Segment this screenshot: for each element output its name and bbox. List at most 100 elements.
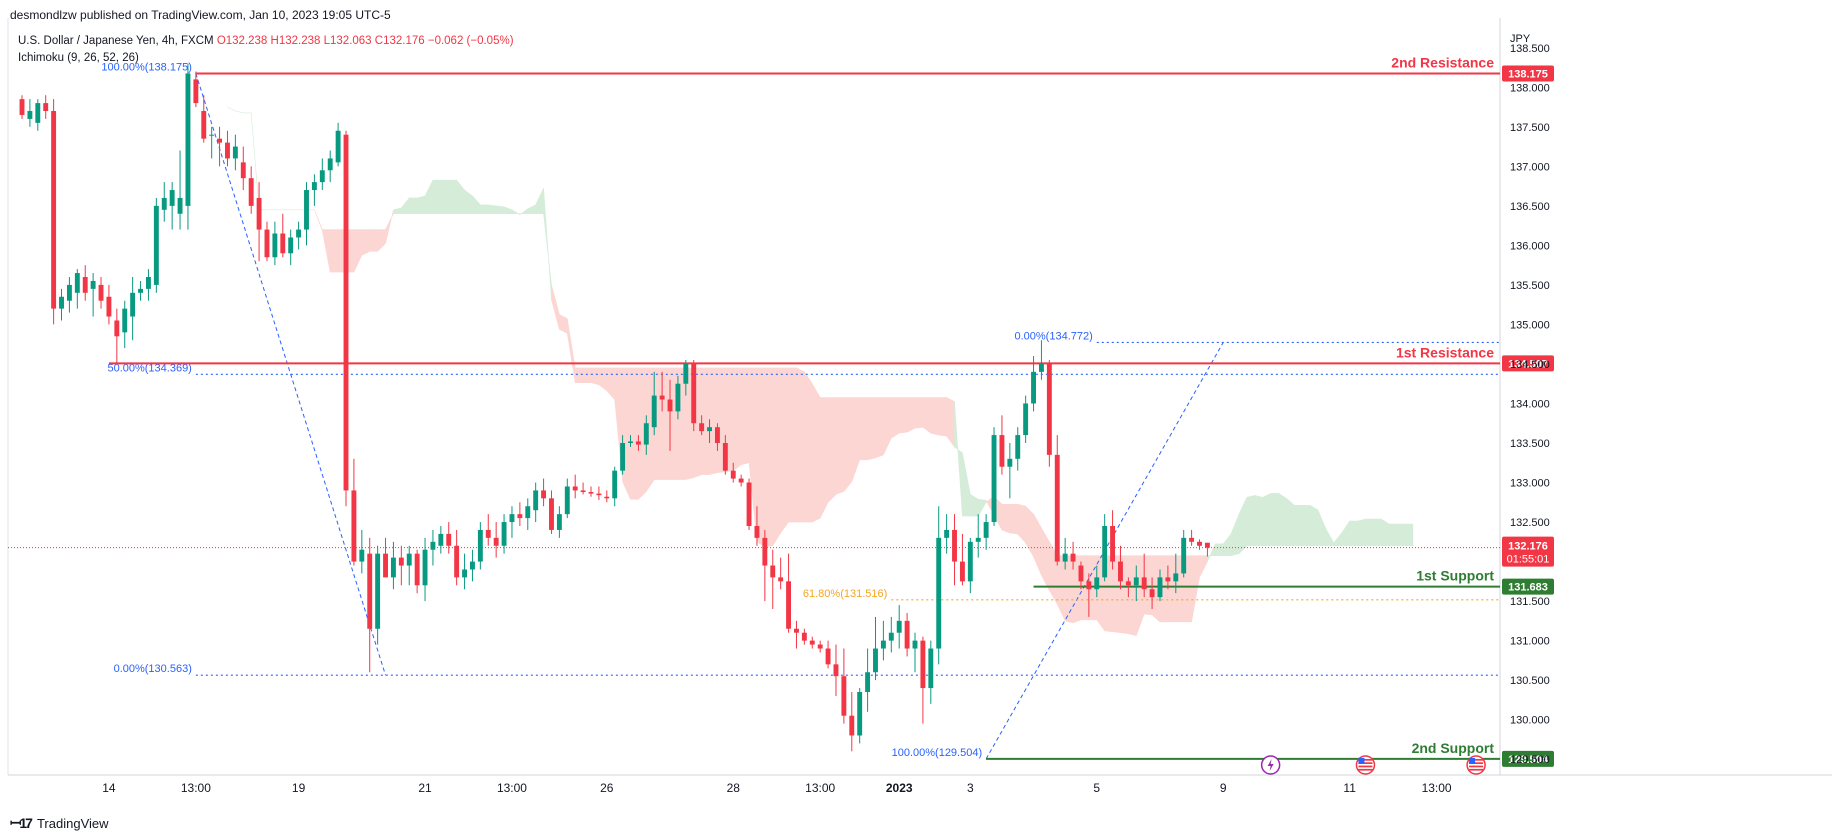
x-tick-label: 26	[600, 781, 614, 795]
candle-body	[517, 514, 523, 519]
cloud-segment	[1041, 526, 1050, 591]
bolt	[1267, 759, 1274, 771]
candle-body	[1007, 458, 1013, 467]
cloud-segment	[227, 106, 236, 112]
candle-body	[778, 577, 784, 582]
cloud-segment	[827, 397, 837, 504]
candle-body	[628, 441, 633, 443]
cloud-segment	[1317, 510, 1327, 547]
cloud-segment	[424, 180, 434, 215]
cloud-segment	[574, 367, 584, 384]
x-tick-label: 3	[967, 781, 974, 795]
candle-body	[296, 229, 302, 238]
candle-body	[1078, 565, 1084, 582]
price-tag	[1502, 65, 1554, 82]
low-value: L132.063	[323, 35, 372, 47]
cloud-segment	[772, 367, 781, 547]
candle-body	[944, 529, 950, 538]
cloud-segment	[1294, 504, 1303, 547]
cloud-segment	[1230, 514, 1240, 557]
cloud-segment	[819, 397, 829, 519]
candle-body	[1070, 553, 1076, 562]
y-tick-label: 137.500	[1510, 122, 1550, 134]
cloud-segment	[732, 367, 742, 472]
candle-body	[501, 522, 507, 546]
cloud-segment	[1025, 505, 1034, 558]
cloud-segment	[440, 179, 450, 215]
candle-body	[19, 99, 25, 115]
candle-body	[359, 549, 365, 562]
last-price-tag	[1502, 536, 1554, 567]
cloud-segment	[1357, 518, 1366, 547]
candle-body	[430, 541, 436, 550]
flag-stripe	[1358, 768, 1373, 771]
candle-body	[1204, 542, 1210, 548]
y-tick-label: 131.500	[1510, 596, 1550, 608]
sr-level-name: 1st Support	[1416, 568, 1494, 584]
candle-body	[161, 197, 167, 210]
price-tag-label: 134.507	[1508, 358, 1548, 370]
cloud-segment	[385, 209, 394, 244]
candle-body	[983, 522, 989, 538]
y-tick-label: 138.000	[1510, 82, 1550, 94]
candle-body	[667, 399, 673, 412]
candle-body	[193, 79, 199, 104]
candle-body	[375, 553, 381, 629]
cloud-segment	[1222, 533, 1232, 556]
candle-body	[730, 470, 736, 479]
tradingview-brand: ꟷ17 TradingView	[10, 814, 109, 833]
candle-body	[304, 190, 309, 230]
candle-body	[1054, 454, 1060, 562]
candles	[19, 63, 1210, 752]
price-tag-label: 129.504	[1508, 754, 1549, 766]
chart-legend: U.S. Dollar / Japanese Yen, 4h, FXCM O13…	[18, 33, 514, 67]
candle-body	[991, 435, 997, 523]
cloud-segment	[1001, 503, 1011, 534]
x-tick-label: 5	[1093, 781, 1100, 795]
cloud-segment	[369, 229, 378, 252]
candle-body	[525, 506, 531, 519]
cloud-segment	[511, 209, 521, 216]
candle-body	[738, 478, 744, 483]
cloud-segment	[590, 367, 600, 386]
candle-body	[857, 692, 863, 736]
symbol-label[interactable]: U.S. Dollar / Japanese Yen, 4h, FXCM	[18, 35, 214, 47]
candle-body	[327, 158, 333, 171]
candle-body	[477, 529, 483, 562]
candle-body	[580, 490, 586, 493]
candle-body	[888, 632, 894, 641]
x-tick-label: 11	[1343, 781, 1356, 795]
cloud-segment	[906, 397, 916, 433]
candle-body	[1125, 581, 1131, 586]
cloud-segment	[780, 367, 789, 534]
candle-body	[1181, 537, 1187, 574]
cloud-segment	[559, 314, 568, 334]
candle-body	[272, 233, 278, 258]
candle-body	[367, 553, 373, 629]
cloud-segment	[804, 370, 813, 523]
candle-body	[1023, 403, 1029, 436]
ichimoku-cloud	[227, 106, 1414, 637]
us-flag-icon	[1355, 755, 1376, 775]
y-tick-label: 137.000	[1510, 161, 1550, 173]
candle-body	[446, 533, 452, 546]
cloud-segment	[867, 397, 876, 461]
cloud-segment	[970, 493, 979, 517]
candle-body	[683, 363, 689, 384]
cloud-segment	[401, 197, 410, 215]
indicator-label[interactable]: Ichimoku (9, 26, 52, 26)	[18, 52, 139, 64]
cloud-segment	[1009, 503, 1019, 535]
candle-body	[1031, 371, 1036, 404]
candle-body	[612, 470, 618, 499]
candle-body	[470, 561, 475, 570]
x-tick-label: 13:00	[181, 781, 211, 795]
candle-body	[952, 529, 957, 562]
cloud-segment	[1135, 555, 1145, 636]
candle-body	[564, 486, 570, 515]
cloud-segment	[503, 206, 513, 215]
candle-body	[485, 529, 491, 538]
candle-body	[691, 363, 697, 424]
y-tick-label: 134.500	[1510, 359, 1550, 371]
cloud-segment	[519, 208, 529, 216]
